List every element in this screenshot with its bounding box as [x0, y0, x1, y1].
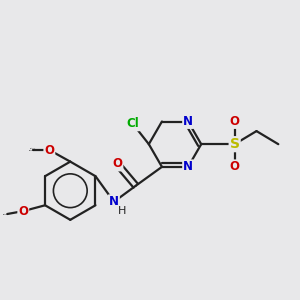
Text: O: O: [230, 115, 240, 128]
Text: methoxy: methoxy: [30, 148, 37, 149]
Text: O: O: [44, 143, 54, 157]
Text: O: O: [112, 158, 122, 170]
Text: Cl: Cl: [127, 117, 139, 130]
Text: N: N: [183, 115, 193, 128]
Text: methoxy: methoxy: [29, 149, 35, 151]
Text: H: H: [118, 206, 126, 215]
Text: O: O: [18, 205, 28, 218]
Text: methoxy: methoxy: [3, 213, 9, 214]
Text: S: S: [230, 137, 240, 151]
Text: N: N: [183, 160, 193, 173]
Text: N: N: [109, 195, 119, 208]
Text: O: O: [230, 160, 240, 173]
